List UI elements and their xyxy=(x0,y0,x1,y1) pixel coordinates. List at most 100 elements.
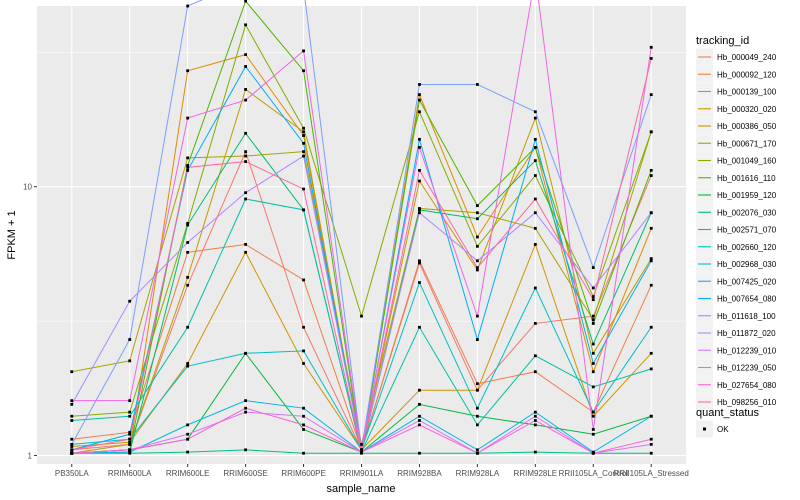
data-point-Hb_000320_020-RRIM928BA xyxy=(418,388,421,392)
data-point-Hb_027654_080-RRII105LA_Stressed xyxy=(649,437,653,441)
data-point-Hb_002571_070-RRIM928BA xyxy=(418,451,421,455)
data-point-Hb_027654_080-RRIM928BA xyxy=(418,423,421,427)
data-point-Hb_002968_030-RRII105LA_Stressed xyxy=(649,325,653,329)
data-point-Hb_098256_010-RRII105LA_Control xyxy=(591,298,595,302)
data-point-Hb_002968_030-RRII105LA_Control xyxy=(591,410,595,414)
data-point-Hb_007654_080-RRIM928LA xyxy=(475,338,479,341)
data-point-Hb_000671_170-RRIM928LE xyxy=(533,226,537,230)
legend-item-label: Hb_002076_030 xyxy=(717,208,777,217)
data-point-Hb_027654_080-RRIM600SE xyxy=(244,406,248,410)
data-point-Hb_001616_110-RRIM600PE xyxy=(302,69,305,73)
y-tick-label: 10 xyxy=(23,183,32,192)
data-point-Hb_000320_020-RRII105LA_Control xyxy=(591,414,595,418)
data-point-Hb_098256_010-RRIM928LE xyxy=(533,197,537,201)
data-point-Hb_002660_120-RRII105LA_Stressed xyxy=(649,367,653,371)
data-point-Hb_000139_100-RRII105LA_Stressed xyxy=(649,226,653,230)
data-point-Hb_001049_160-RRIM901LA xyxy=(360,314,363,318)
y-axis-title: FPKM + 1 xyxy=(6,210,18,259)
data-point-Hb_011618_100-RRIM928LE xyxy=(533,110,537,114)
data-point-Hb_002660_120-RRIM600PE xyxy=(302,208,305,212)
data-point-Hb_011618_100-RRIM600LA xyxy=(128,338,132,341)
data-point-Hb_007654_080-RRIM928LE xyxy=(533,137,537,141)
data-point-Hb_012239_010-RRIM928BA xyxy=(418,419,421,422)
data-point-Hb_002571_070-RRIM600PE xyxy=(302,451,305,455)
data-point-Hb_001049_160-RRIM928LE xyxy=(533,174,537,177)
legend-item-label: Hb_000386_050 xyxy=(717,122,777,131)
data-point-Hb_002076_030-RRIM600SE xyxy=(244,131,248,135)
data-point-Hb_012239_050-PB350LA xyxy=(70,399,74,403)
data-point-Hb_011618_100-RRII105LA_Control xyxy=(591,266,595,270)
data-point-Hb_007425_020-RRIM600SE xyxy=(244,399,248,403)
data-point-Hb_000386_050-RRII105LA_Control xyxy=(591,351,595,355)
data-point-Hb_000139_100-RRIM600LE xyxy=(186,69,190,73)
data-point-Hb_012239_050-RRIM928BA xyxy=(418,146,421,149)
y-tick-label: 1 xyxy=(28,452,33,461)
legend-item-label: Hb_000671_170 xyxy=(717,139,777,148)
legend-item-label: Hb_000092_120 xyxy=(717,70,777,79)
data-point-Hb_002076_030-RRIM928LA xyxy=(475,217,479,221)
x-tick-label: RRII105LA_Stressed xyxy=(614,469,689,478)
data-point-Hb_007654_080-RRIM600PE xyxy=(302,141,305,145)
data-point-Hb_000320_020-RRII105LA_Stressed xyxy=(649,351,653,355)
data-point-Hb_011872_020-RRIM600LA xyxy=(128,299,132,303)
data-point-Hb_098256_010-RRIM928LA xyxy=(475,266,479,270)
data-point-Hb_000139_100-RRIM928LA xyxy=(475,235,479,239)
data-point-Hb_027654_080-PB350LA xyxy=(70,451,74,455)
legend-item-label: Hb_012239_010 xyxy=(717,346,777,355)
data-point-Hb_002660_120-RRIM600LE xyxy=(186,325,190,329)
data-point-Hb_012239_050-RRII105LA_Stressed xyxy=(649,45,653,49)
data-point-Hb_011872_020-RRIM928LA xyxy=(475,259,479,263)
data-point-Hb_007654_080-RRIM600SE xyxy=(244,65,248,68)
data-point-Hb_002968_030-RRIM600PE xyxy=(302,349,305,353)
data-point-Hb_011872_020-RRIM600PE xyxy=(302,154,305,158)
data-point-Hb_000671_170-RRII105LA_Control xyxy=(591,318,595,322)
data-point-Hb_002076_030-RRIM928BA xyxy=(418,208,421,212)
data-point-Hb_002571_070-RRII105LA_Stressed xyxy=(649,451,653,455)
data-point-Hb_000092_120-PB350LA xyxy=(70,437,74,441)
data-point-Hb_001959_120-RRIM928LE xyxy=(533,423,537,427)
data-point-Hb_027654_080-RRIM600LA xyxy=(128,448,132,452)
data-point-Hb_012239_050-RRIM928LA xyxy=(475,314,479,318)
data-point-Hb_000386_050-RRIM600LA xyxy=(128,443,132,446)
data-point-Hb_000386_050-RRIM928LE xyxy=(533,116,537,120)
data-point-Hb_007654_080-RRII105LA_Control xyxy=(591,362,595,365)
data-point-Hb_001959_120-RRIM928LA xyxy=(475,414,479,418)
legend: tracking_id Hb_000049_240Hb_000092_120Hb… xyxy=(696,35,777,438)
data-point-Hb_007654_080-RRII105LA_Stressed xyxy=(649,259,653,263)
data-point-Hb_000049_240-RRIM600PE xyxy=(302,325,305,329)
legend-items-quant-status: OK xyxy=(696,420,729,438)
data-point-Hb_098256_010-PB350LA xyxy=(70,448,74,452)
data-point-Hb_098256_010-RRII105LA_Stressed xyxy=(649,57,653,60)
data-point-Hb_000092_120-RRIM600LE xyxy=(186,250,190,254)
data-point-Hb_027654_080-RRIM600PE xyxy=(302,423,305,427)
data-point-Hb_001616_110-RRIM600SE xyxy=(244,0,248,3)
data-point-Hb_001049_160-RRIM928LA xyxy=(475,244,479,248)
data-point-Hb_000671_170-RRIM928LA xyxy=(475,211,479,215)
grid-lines xyxy=(37,6,686,464)
data-point-Hb_012239_010-RRIM928LE xyxy=(533,414,537,418)
data-point-Hb_000139_100-RRIM928BA xyxy=(418,93,421,97)
data-point-Hb_011872_020-PB350LA xyxy=(70,402,74,406)
data-point-Hb_000671_170-PB350LA xyxy=(70,370,74,374)
data-point-Hb_002571_070-RRIM928LE xyxy=(533,450,537,454)
data-point-Hb_001049_160-RRIM600SE xyxy=(244,23,248,27)
x-tick-label: PB350LA xyxy=(55,469,89,478)
legend-item-label: Hb_001616_110 xyxy=(717,174,776,183)
data-point-Hb_007425_020-RRIM600LA xyxy=(128,450,132,454)
data-point-Hb_001049_160-RRIM600PE xyxy=(302,126,305,130)
data-point-Hb_098256_010-RRIM600LE xyxy=(186,165,190,169)
data-point-Hb_001959_120-RRIM928BA xyxy=(418,402,421,406)
data-point-Hb_000092_120-RRII105LA_Stressed xyxy=(649,283,653,287)
data-point-Hb_011618_100-RRII105LA_Stressed xyxy=(649,93,653,97)
data-point-Hb_000671_170-RRIM600LE xyxy=(186,156,190,160)
data-point-Hb_001959_120-RRIM600PE xyxy=(302,428,305,431)
data-point-Hb_000671_170-RRIM600SE xyxy=(244,154,248,158)
data-point-Hb_000320_020-RRIM928LA xyxy=(475,388,479,392)
data-point-Hb_011618_100-RRIM928BA xyxy=(418,83,421,86)
data-point-Hb_001049_160-PB350LA xyxy=(70,414,74,418)
x-tick-label: RRIM600SE xyxy=(223,469,267,478)
data-point-Hb_098256_010-RRIM600LA xyxy=(128,437,132,441)
data-point-Hb_000049_240-RRIM600LE xyxy=(186,283,190,287)
x-tick-label: RRIM600LE xyxy=(166,469,210,478)
